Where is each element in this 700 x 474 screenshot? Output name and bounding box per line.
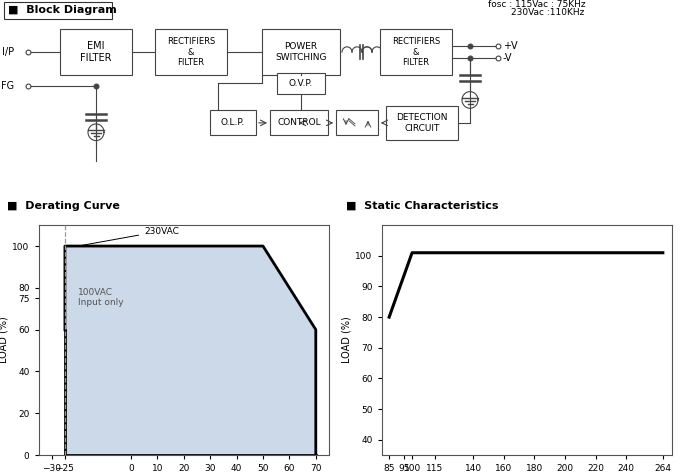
Y-axis label: LOAD (%): LOAD (%): [341, 317, 351, 364]
Text: FG: FG: [1, 82, 14, 91]
Text: 230Vac :110KHz: 230Vac :110KHz: [488, 8, 584, 17]
Bar: [270, 110, 328, 136]
Text: EMI
FILTER: EMI FILTER: [80, 41, 112, 63]
Text: O.L.P.: O.L.P.: [221, 118, 245, 128]
Text: +V: +V: [503, 41, 517, 51]
Text: fosc : 115Vac : 75KHz: fosc : 115Vac : 75KHz: [488, 0, 586, 9]
Text: O.V.P.: O.V.P.: [289, 79, 313, 88]
Text: CONTROL: CONTROL: [277, 118, 321, 128]
Polygon shape: [65, 246, 316, 455]
Bar: [262, 29, 340, 75]
Y-axis label: LOAD (%): LOAD (%): [0, 317, 8, 364]
Text: DETECTION
CIRCUIT: DETECTION CIRCUIT: [396, 113, 448, 133]
Bar: [60, 29, 132, 75]
Text: 100VAC
Input only: 100VAC Input only: [78, 288, 124, 307]
Bar: [4, 2, 112, 19]
Text: ■  Derating Curve: ■ Derating Curve: [7, 201, 120, 211]
Text: RECTIFIERS
&
FILTER: RECTIFIERS & FILTER: [392, 37, 440, 67]
Text: POWER
SWITCHING: POWER SWITCHING: [275, 42, 327, 62]
Text: ■  Static Characteristics: ■ Static Characteristics: [346, 201, 499, 211]
Text: -V: -V: [503, 53, 512, 64]
Bar: [277, 73, 325, 94]
Bar: [336, 110, 378, 136]
Text: 230VAC: 230VAC: [81, 227, 179, 246]
Text: I/P: I/P: [2, 47, 14, 57]
Text: RECTIFIERS
&
FILTER: RECTIFIERS & FILTER: [167, 37, 215, 67]
Bar: [380, 29, 452, 75]
Bar: [210, 110, 256, 136]
Bar: [155, 29, 227, 75]
Bar: [386, 106, 458, 139]
Text: ■  Block Diagram: ■ Block Diagram: [8, 5, 117, 16]
